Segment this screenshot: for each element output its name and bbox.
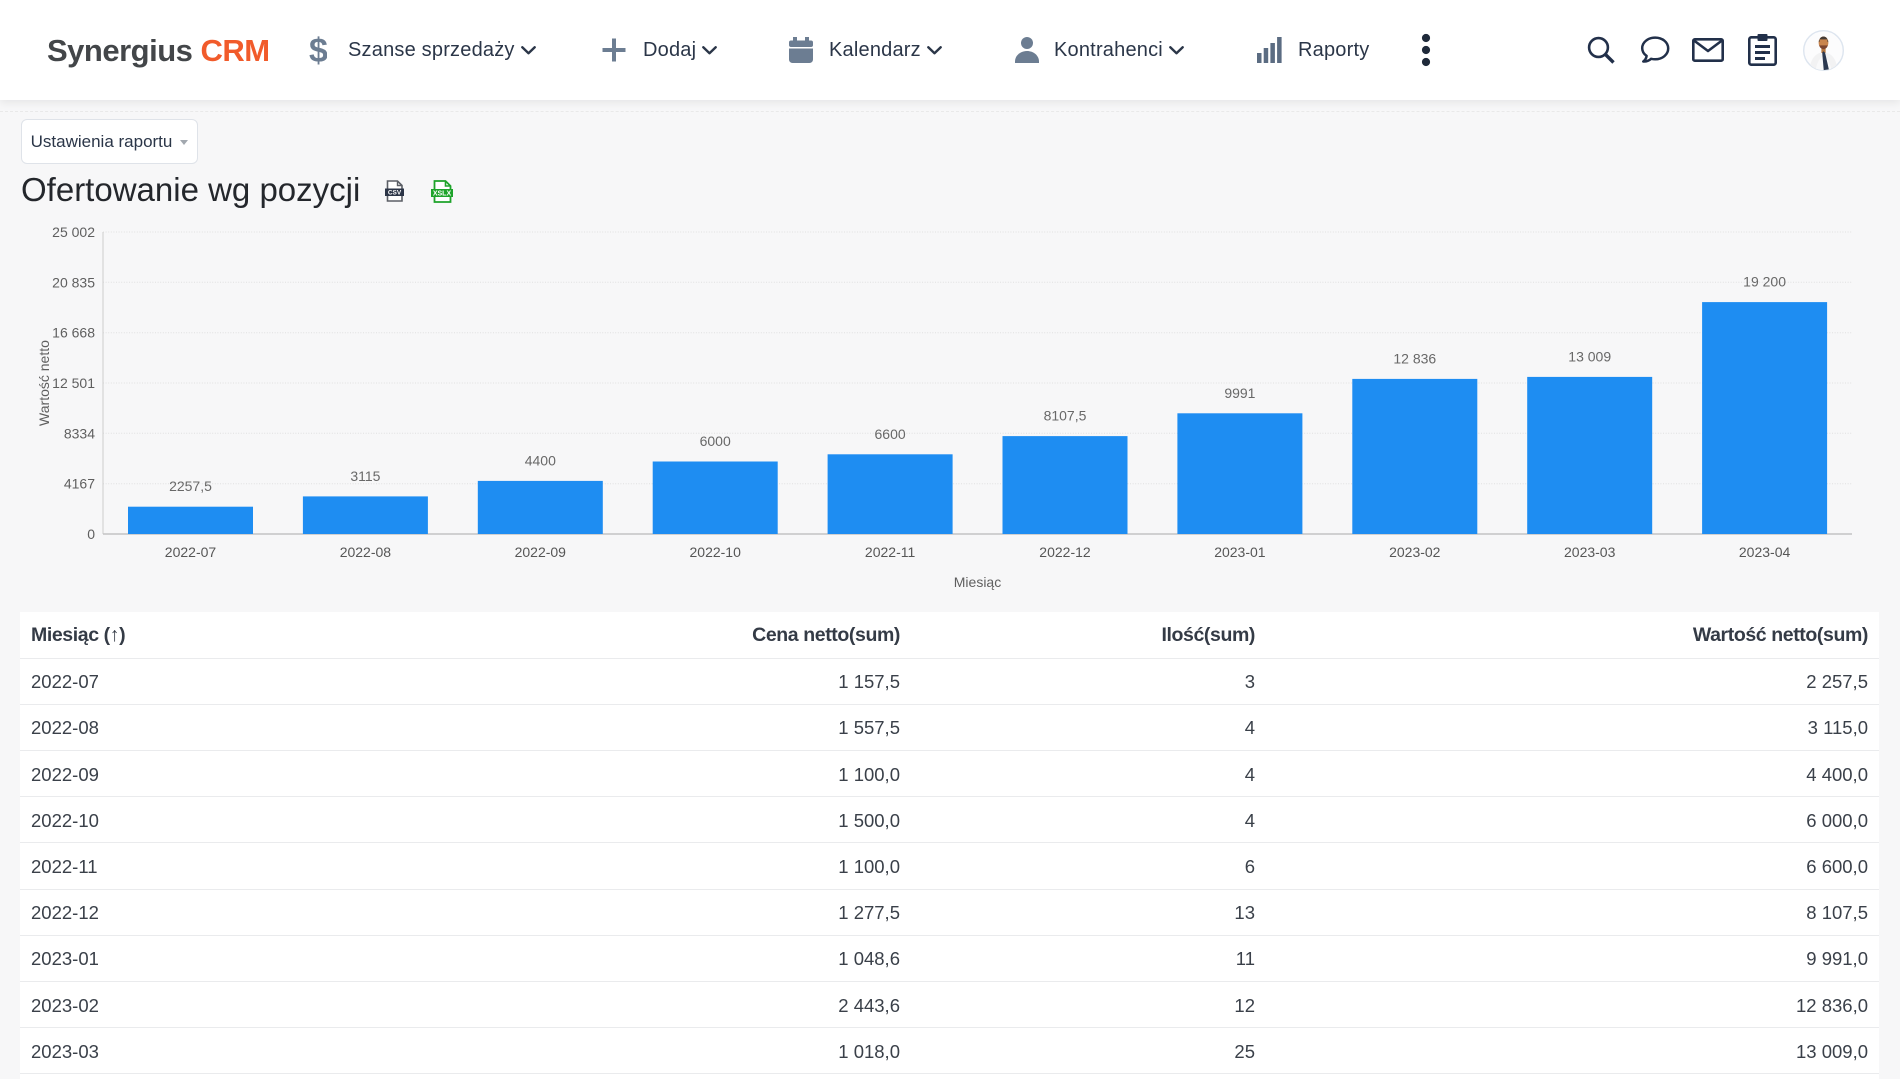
svg-text:6600: 6600 (875, 426, 906, 442)
svg-text:2022-10: 2022-10 (690, 544, 742, 560)
svg-text:4400: 4400 (525, 452, 556, 468)
svg-text:2023-03: 2023-03 (1564, 544, 1616, 560)
svg-text:0: 0 (87, 526, 95, 542)
svg-text:12 501: 12 501 (52, 375, 95, 391)
svg-text:2022-09: 2022-09 (515, 544, 567, 560)
svg-text:8334: 8334 (64, 425, 95, 441)
svg-text:4167: 4167 (64, 476, 95, 492)
svg-text:2023-01: 2023-01 (1214, 544, 1266, 560)
svg-text:6000: 6000 (700, 433, 731, 449)
svg-text:25 002: 25 002 (52, 224, 95, 240)
svg-text:8107,5: 8107,5 (1044, 408, 1087, 424)
svg-text:2022-12: 2022-12 (1039, 544, 1091, 560)
svg-text:XSLX: XSLX (433, 191, 452, 198)
svg-text:Miesiąc: Miesiąc (954, 574, 1001, 590)
svg-text:2022-11: 2022-11 (865, 544, 916, 560)
svg-text:12 836: 12 836 (1393, 350, 1436, 366)
svg-text:3115: 3115 (350, 468, 380, 484)
svg-text:2257,5: 2257,5 (169, 478, 212, 494)
svg-text:19 200: 19 200 (1743, 274, 1786, 290)
svg-text:2023-02: 2023-02 (1389, 544, 1441, 560)
svg-text:2023-04: 2023-04 (1739, 544, 1791, 560)
svg-text:16 668: 16 668 (52, 325, 95, 341)
svg-text:13 009: 13 009 (1568, 348, 1611, 364)
svg-text:20 835: 20 835 (52, 274, 95, 290)
svg-text:9991: 9991 (1224, 385, 1255, 401)
svg-text:2022-08: 2022-08 (340, 544, 392, 560)
svg-text:2022-07: 2022-07 (165, 544, 217, 560)
svg-text:$: $ (309, 32, 327, 69)
svg-text:Wartość netto: Wartość netto (36, 340, 52, 426)
svg-text:CSV: CSV (388, 190, 402, 197)
